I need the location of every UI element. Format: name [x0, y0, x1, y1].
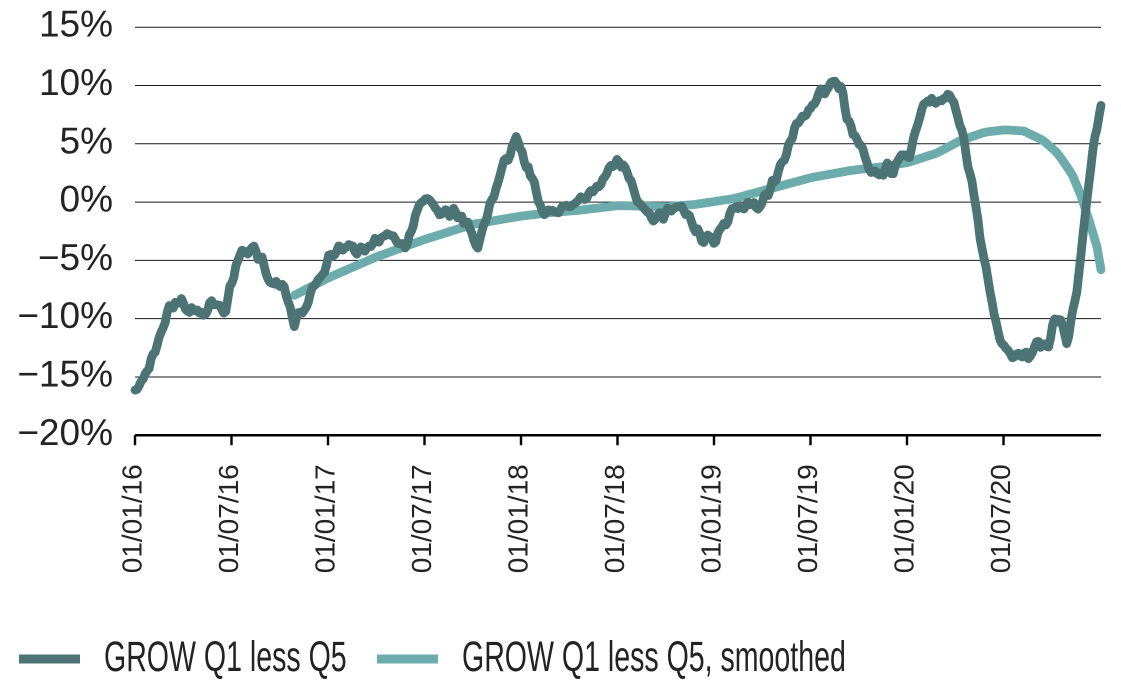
svg-text:01/01/18: 01/01/18: [503, 464, 534, 573]
svg-text:01/07/17: 01/07/17: [406, 464, 437, 573]
svg-text:01/07/19: 01/07/19: [792, 464, 823, 573]
svg-text:−5%: −5%: [38, 237, 113, 278]
svg-text:01/07/16: 01/07/16: [213, 464, 244, 573]
svg-text:0%: 0%: [60, 179, 113, 220]
svg-text:10%: 10%: [39, 62, 113, 103]
svg-text:GROW Q1 less Q5: GROW Q1 less Q5: [104, 632, 347, 680]
svg-text:01/07/20: 01/07/20: [985, 464, 1016, 573]
svg-text:15%: 15%: [39, 4, 113, 45]
svg-text:GROW Q1 less Q5, smoothed: GROW Q1 less Q5, smoothed: [462, 632, 846, 680]
svg-text:01/01/17: 01/01/17: [310, 464, 341, 573]
svg-text:−10%: −10%: [17, 295, 113, 336]
svg-text:−15%: −15%: [17, 353, 113, 394]
svg-text:01/07/18: 01/07/18: [599, 464, 630, 573]
svg-text:01/01/20: 01/01/20: [889, 464, 920, 573]
svg-text:5%: 5%: [60, 120, 113, 161]
svg-text:01/01/16: 01/01/16: [117, 464, 148, 573]
svg-text:01/01/19: 01/01/19: [696, 464, 727, 573]
svg-text:−20%: −20%: [17, 412, 113, 453]
